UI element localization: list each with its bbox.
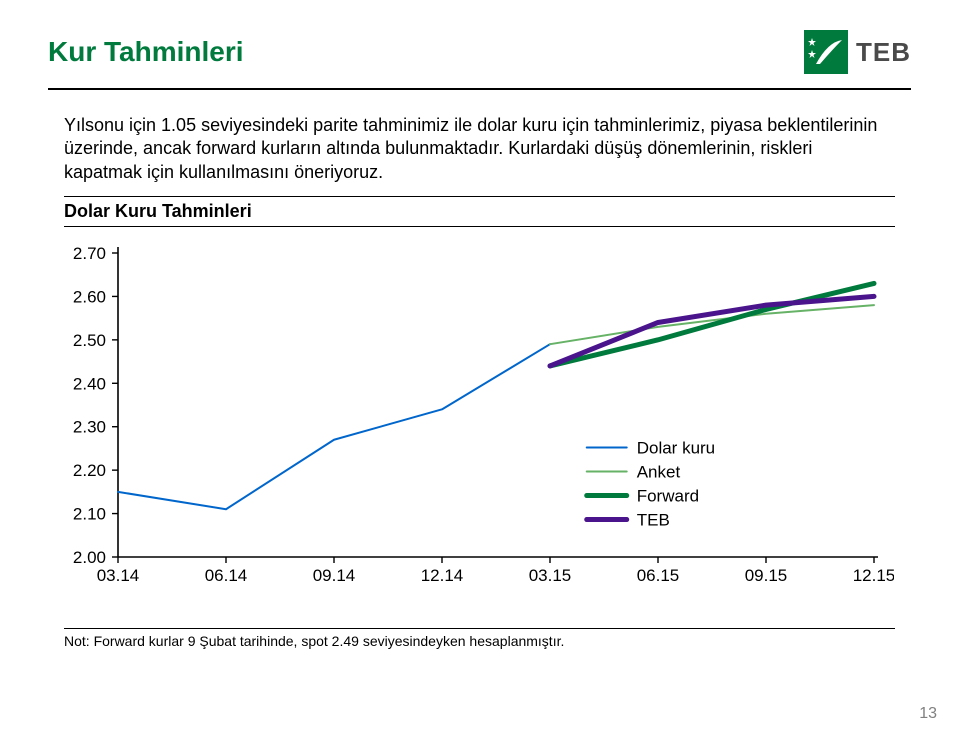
- logo-area: TEB: [804, 30, 911, 74]
- svg-text:2.30: 2.30: [73, 418, 106, 437]
- svg-text:2.10: 2.10: [73, 505, 106, 524]
- svg-text:2.60: 2.60: [73, 288, 106, 307]
- svg-text:2.00: 2.00: [73, 548, 106, 567]
- logo-icon: [804, 30, 848, 74]
- svg-text:12.14: 12.14: [421, 566, 464, 585]
- subtitle-rule-top: [64, 196, 895, 197]
- footnote-rule: [64, 628, 895, 629]
- title-rule: [48, 88, 911, 90]
- svg-text:2.20: 2.20: [73, 461, 106, 480]
- svg-text:Anket: Anket: [637, 463, 681, 482]
- logo-text: TEB: [856, 37, 911, 68]
- page-number: 13: [919, 705, 937, 723]
- chart-title: Dolar Kuru Tahminleri: [64, 201, 895, 222]
- svg-text:03.15: 03.15: [529, 566, 572, 585]
- intro-paragraph: Yılsonu için 1.05 seviyesindeki parite t…: [64, 114, 895, 184]
- svg-text:12.15: 12.15: [853, 566, 894, 585]
- line-chart: 2.00 2.10 2.20 2.30 2.40 2.50 2.60 2.70 03.14 06.…: [64, 235, 895, 592]
- svg-text:03.14: 03.14: [97, 566, 140, 585]
- svg-text:TEB: TEB: [637, 511, 670, 530]
- page-title: Kur Tahminleri: [48, 36, 244, 68]
- svg-text:09.14: 09.14: [313, 566, 356, 585]
- svg-text:2.50: 2.50: [73, 331, 106, 350]
- svg-text:06.15: 06.15: [637, 566, 680, 585]
- svg-text:09.15: 09.15: [745, 566, 788, 585]
- footnote-text: Not: Forward kurlar 9 Şubat tarihinde, s…: [64, 633, 895, 649]
- title-row: Kur Tahminleri TEB: [48, 24, 911, 80]
- svg-text:2.40: 2.40: [73, 374, 106, 393]
- svg-text:Forward: Forward: [637, 487, 699, 506]
- subtitle-rule-bottom: [64, 226, 895, 227]
- svg-text:Dolar kuru: Dolar kuru: [637, 439, 715, 458]
- svg-text:2.70: 2.70: [73, 244, 106, 263]
- svg-text:06.14: 06.14: [205, 566, 248, 585]
